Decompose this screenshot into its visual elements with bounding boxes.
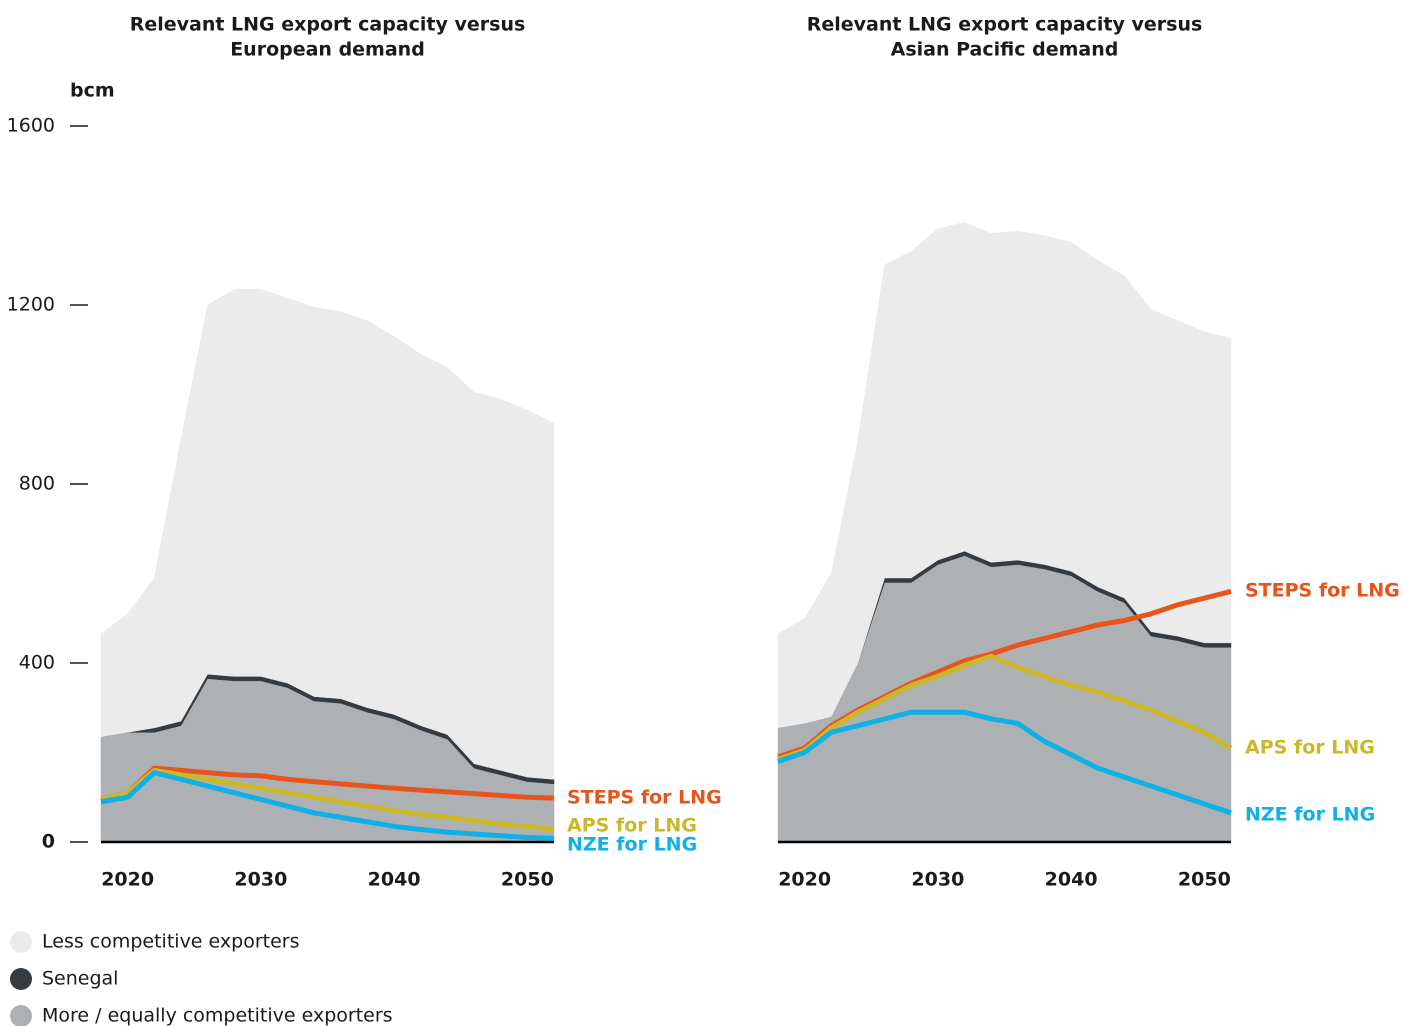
y-axis-label: bcm [70, 80, 115, 102]
chart-title: European demand [230, 39, 425, 61]
line-label: NZE for LNG [1245, 804, 1375, 826]
line [777, 653, 1233, 762]
legend-swatch [10, 1005, 32, 1026]
x-tick-label: 2030 [234, 869, 287, 891]
y-tick-label: 1600 [7, 115, 55, 137]
line [100, 765, 555, 802]
line-label: STEPS for LNG [1245, 580, 1400, 602]
line [100, 770, 555, 841]
legend-label: More / equally competitive exporters [42, 1005, 393, 1026]
line-label: APS for LNG [1245, 737, 1375, 759]
chart-title: Relevant LNG export capacity versus [807, 14, 1203, 36]
x-tick-label: 2050 [1178, 869, 1231, 891]
legend-swatch [10, 968, 32, 990]
x-tick-label: 2050 [501, 869, 554, 891]
line [100, 767, 555, 832]
line-label: STEPS for LNG [567, 787, 722, 809]
line-label: NZE for LNG [567, 834, 697, 856]
legend-label: Senegal [42, 968, 118, 990]
area [100, 289, 555, 780]
line-label: APS for LNG [567, 815, 697, 837]
x-tick-label: 2020 [101, 869, 154, 891]
x-tick-label: 2040 [368, 869, 421, 891]
y-tick-label: 1200 [7, 294, 55, 316]
legend-swatch [10, 931, 32, 953]
legend-label: Less competitive exporters [42, 931, 299, 953]
x-tick-label: 2020 [778, 869, 831, 891]
y-tick-label: 800 [19, 473, 55, 495]
x-tick-label: 2040 [1045, 869, 1098, 891]
y-tick-label: 0 [42, 831, 55, 853]
line [777, 709, 1232, 816]
y-tick-label: 400 [19, 652, 55, 674]
area [777, 221, 1232, 729]
x-tick-label: 2030 [911, 869, 964, 891]
chart-title: Asian Pacific demand [891, 39, 1119, 61]
chart-title: Relevant LNG export capacity versus [130, 14, 526, 36]
